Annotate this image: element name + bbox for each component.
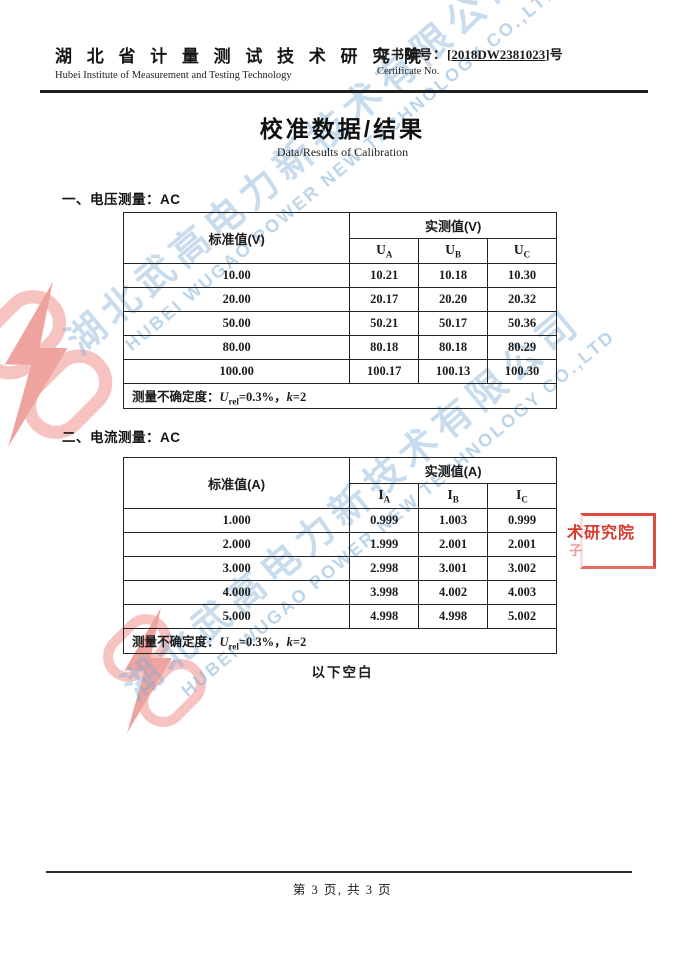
table-row: 4.000 3.998 4.002 4.003 xyxy=(122,580,557,605)
table-cell: 2.998 xyxy=(349,556,420,581)
letterhead: 湖 北 省 计 量 测 试 技 术 研 究 院 Hubei Institute … xyxy=(55,42,426,81)
table-cell: 10.18 xyxy=(418,263,489,288)
col-header-ub: UB xyxy=(418,238,489,264)
stamp-fragment: 子 xyxy=(569,543,583,558)
table-cell: 1.999 xyxy=(349,532,420,557)
table-cell: 3.001 xyxy=(418,556,489,581)
table-cell: 100.30 xyxy=(487,359,557,384)
page-title-en: Data/Results of Calibration xyxy=(276,145,409,159)
table-cell: 0.999 xyxy=(487,508,557,533)
table-cell: 50.36 xyxy=(487,311,557,336)
cert-no-label-en: Certificate No. xyxy=(377,66,440,77)
table-cell: 4.003 xyxy=(487,580,557,605)
table-cell: 4.000 xyxy=(122,580,351,605)
table-cell: 2.000 xyxy=(122,532,351,557)
table-cell: 4.998 xyxy=(418,604,489,629)
table-cell: 50.00 xyxy=(122,311,351,336)
blank-below-note: 以下空白 xyxy=(311,665,374,680)
table-row: 3.000 2.998 3.001 3.002 xyxy=(122,556,557,581)
current-measured-header: 实测值(A) xyxy=(349,457,557,484)
page-number: 第 3 页, 共 3 页 xyxy=(292,883,393,897)
uncertainty-label: 测量不确定度： xyxy=(132,634,220,649)
stamp-text: 术研究院 xyxy=(567,525,636,542)
table-cell: 1.003 xyxy=(418,508,489,533)
table-cell: 3.002 xyxy=(487,556,557,581)
table-cell: 5.002 xyxy=(487,604,557,629)
table-cell: 20.20 xyxy=(418,287,489,312)
section-heading-current: 二、电流测量：AC xyxy=(62,430,181,445)
col-header-ia: IA xyxy=(349,483,420,509)
table-cell: 3.000 xyxy=(122,556,351,581)
table-cell: 4.998 xyxy=(349,604,420,629)
table-cell: 4.002 xyxy=(418,580,489,605)
table-cell: 100.00 xyxy=(122,359,351,384)
table-row: 100.00 100.17 100.13 100.30 xyxy=(122,359,557,384)
cert-bracket-close: ]号 xyxy=(545,47,563,62)
col-header-uc: UC xyxy=(487,238,557,264)
table-row: 2.000 1.999 2.001 2.001 xyxy=(122,532,557,557)
certificate-number: 2018DW2381023 xyxy=(451,47,546,62)
table-cell: 80.18 xyxy=(349,335,420,360)
current-table: 标准值(A) 实测值(A) IA IB IC 1.000 0.999 1.003… xyxy=(122,457,557,654)
table-cell: 50.17 xyxy=(418,311,489,336)
red-seal-stamp: 术研究院 子 xyxy=(567,513,656,569)
table-cell: 3.998 xyxy=(349,580,420,605)
org-name-cn: 湖 北 省 计 量 测 试 技 术 研 究 院 xyxy=(55,47,426,66)
cert-no-label-cn: 证书编号： xyxy=(377,47,448,62)
table-row: 1.000 0.999 1.003 0.999 xyxy=(122,508,557,533)
footer-divider xyxy=(46,871,632,873)
table-cell: 0.999 xyxy=(349,508,420,533)
col-header-ua: UA xyxy=(349,238,420,264)
uncertainty-label: 测量不确定度： xyxy=(132,389,220,404)
table-cell: 50.21 xyxy=(349,311,420,336)
table-cell: 2.001 xyxy=(487,532,557,557)
table-row: 20.00 20.17 20.20 20.32 xyxy=(122,287,557,312)
voltage-std-header: 标准值(V) xyxy=(122,212,351,264)
voltage-measured-header: 实测值(V) xyxy=(349,212,557,239)
header-divider xyxy=(40,90,648,93)
table-row: 80.00 80.18 80.18 80.29 xyxy=(122,335,557,360)
table-cell: 20.00 xyxy=(122,287,351,312)
uncertainty-row: 测量不确定度：Urel=0.3%，k=2 xyxy=(123,383,557,409)
table-cell: 10.30 xyxy=(487,263,557,288)
voltage-table: 标准值(V) 实测值(V) UA UB UC 10.00 10.21 10.18… xyxy=(122,212,557,409)
certificate-number-block: 证书编号：[2018DW2381023]号 Certificate No. xyxy=(377,44,563,77)
table-cell: 80.29 xyxy=(487,335,557,360)
table-row: 50.00 50.21 50.17 50.36 xyxy=(122,311,557,336)
table-cell: 80.00 xyxy=(122,335,351,360)
current-std-header: 标准值(A) xyxy=(122,457,351,509)
table-cell: 10.21 xyxy=(349,263,420,288)
table-cell: 1.000 xyxy=(122,508,351,533)
table-row: 10.00 10.21 10.18 10.30 xyxy=(122,263,557,288)
col-header-ic: IC xyxy=(487,483,557,509)
col-header-ib: IB xyxy=(418,483,489,509)
table-cell: 20.32 xyxy=(487,287,557,312)
cert-bracket-open: [ xyxy=(447,47,452,62)
org-name-en: Hubei Institute of Measurement and Testi… xyxy=(55,70,292,81)
table-cell: 5.000 xyxy=(122,604,351,629)
table-cell: 10.00 xyxy=(122,263,351,288)
table-cell: 100.17 xyxy=(349,359,420,384)
table-cell: 100.13 xyxy=(418,359,489,384)
table-row: 5.000 4.998 4.998 5.002 xyxy=(122,604,557,629)
table-cell: 2.001 xyxy=(418,532,489,557)
section-heading-voltage: 一、电压测量：AC xyxy=(62,192,181,207)
table-cell: 20.17 xyxy=(349,287,420,312)
table-cell: 80.18 xyxy=(418,335,489,360)
page-title-cn: 校准数据/结果 xyxy=(259,116,426,142)
uncertainty-row: 测量不确定度：Urel=0.3%，k=2 xyxy=(123,628,557,654)
